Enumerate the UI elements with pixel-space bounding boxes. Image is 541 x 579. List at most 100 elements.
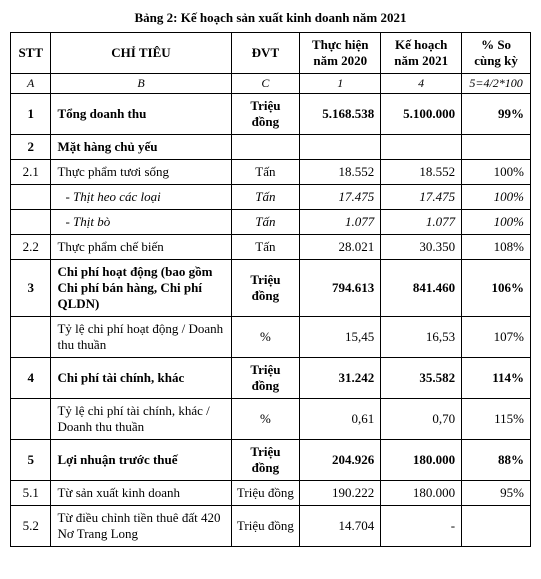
cell-stt: 1	[11, 94, 51, 135]
cell-kh2021: -	[381, 506, 462, 547]
cell-chitieu: Lợi nhuận trước thuế	[51, 440, 231, 481]
cell-kh2021: 16,53	[381, 317, 462, 358]
cell-stt	[11, 210, 51, 235]
table-row: 5.1Từ sản xuất kinh doanhTriệu đồng190.2…	[11, 481, 531, 506]
cell-pct: 95%	[462, 481, 531, 506]
cell-th2020: 794.613	[300, 260, 381, 317]
cell-kh2021	[381, 135, 462, 160]
cell-pct: 106%	[462, 260, 531, 317]
formula-c: C	[231, 74, 300, 94]
cell-kh2021: 180.000	[381, 440, 462, 481]
cell-dvt: Triệu đồng	[231, 440, 300, 481]
cell-chitieu: Từ sản xuất kinh doanh	[51, 481, 231, 506]
cell-th2020	[300, 135, 381, 160]
table-row: 5Lợi nhuận trước thuếTriệu đồng204.92618…	[11, 440, 531, 481]
table-row: 2.2Thực phẩm chế biếnTấn28.02130.350108%	[11, 235, 531, 260]
cell-th2020: 1.077	[300, 210, 381, 235]
cell-kh2021: 0,70	[381, 399, 462, 440]
cell-chitieu: Mặt hàng chủ yếu	[51, 135, 231, 160]
cell-pct: 107%	[462, 317, 531, 358]
cell-dvt: Triệu đồng	[231, 94, 300, 135]
cell-chitieu: Thực phẩm chế biến	[51, 235, 231, 260]
cell-chitieu: Tổng doanh thu	[51, 94, 231, 135]
cell-th2020: 31.242	[300, 358, 381, 399]
cell-th2020: 0,61	[300, 399, 381, 440]
cell-kh2021: 1.077	[381, 210, 462, 235]
cell-dvt: Tấn	[231, 235, 300, 260]
cell-kh2021: 17.475	[381, 185, 462, 210]
cell-chitieu: - Thịt bò	[51, 210, 231, 235]
cell-chitieu: Chi phí hoạt động (bao gồm Chi phí bán h…	[51, 260, 231, 317]
cell-kh2021: 18.552	[381, 160, 462, 185]
cell-chitieu: - Thịt heo các loại	[51, 185, 231, 210]
header-row: STT CHỈ TIÊU ĐVT Thực hiện năm 2020 Kế h…	[11, 33, 531, 74]
cell-stt: 4	[11, 358, 51, 399]
cell-dvt	[231, 135, 300, 160]
cell-pct: 99%	[462, 94, 531, 135]
cell-chitieu: Tỷ lệ chi phí tài chính, khác / Doanh th…	[51, 399, 231, 440]
cell-th2020: 190.222	[300, 481, 381, 506]
table-title: Bảng 2: Kế hoạch sản xuất kinh doanh năm…	[10, 10, 531, 26]
cell-stt: 2.2	[11, 235, 51, 260]
cell-chitieu: Thực phẩm tươi sống	[51, 160, 231, 185]
formula-c5: 5=4/2*100	[462, 74, 531, 94]
header-chitieu: CHỈ TIÊU	[51, 33, 231, 74]
table-row: 4Chi phí tài chính, khácTriệu đồng31.242…	[11, 358, 531, 399]
cell-chitieu: Tỷ lệ chi phí hoạt động / Doanh thu thuầ…	[51, 317, 231, 358]
cell-chitieu: Từ điều chỉnh tiền thuê đất 420 Nơ Trang…	[51, 506, 231, 547]
cell-dvt: %	[231, 317, 300, 358]
cell-dvt: Tấn	[231, 210, 300, 235]
cell-th2020: 5.168.538	[300, 94, 381, 135]
cell-stt: 3	[11, 260, 51, 317]
cell-dvt: Tấn	[231, 160, 300, 185]
cell-stt: 2	[11, 135, 51, 160]
header-pct: % So cùng kỳ	[462, 33, 531, 74]
cell-pct: 100%	[462, 210, 531, 235]
header-dvt: ĐVT	[231, 33, 300, 74]
cell-dvt: Tấn	[231, 185, 300, 210]
cell-kh2021: 841.460	[381, 260, 462, 317]
cell-th2020: 15,45	[300, 317, 381, 358]
cell-th2020: 17.475	[300, 185, 381, 210]
table-row: 2.1Thực phẩm tươi sốngTấn18.55218.552100…	[11, 160, 531, 185]
cell-kh2021: 30.350	[381, 235, 462, 260]
cell-pct	[462, 506, 531, 547]
cell-kh2021: 35.582	[381, 358, 462, 399]
cell-th2020: 204.926	[300, 440, 381, 481]
cell-stt: 5.2	[11, 506, 51, 547]
cell-pct	[462, 135, 531, 160]
cell-pct: 114%	[462, 358, 531, 399]
cell-stt	[11, 185, 51, 210]
formula-c4: 4	[381, 74, 462, 94]
cell-dvt: Triệu đồng	[231, 481, 300, 506]
table-row: - Thịt bòTấn1.0771.077100%	[11, 210, 531, 235]
cell-dvt: Triệu đồng	[231, 358, 300, 399]
table-body: 1Tổng doanh thuTriệu đồng5.168.5385.100.…	[11, 94, 531, 547]
formula-b: B	[51, 74, 231, 94]
cell-kh2021: 5.100.000	[381, 94, 462, 135]
cell-pct: 100%	[462, 185, 531, 210]
cell-stt: 5	[11, 440, 51, 481]
table-row: 3Chi phí hoạt động (bao gồm Chi phí bán …	[11, 260, 531, 317]
header-kh2021: Kế hoạch năm 2021	[381, 33, 462, 74]
cell-dvt: Triệu đồng	[231, 506, 300, 547]
table-row: Tỷ lệ chi phí hoạt động / Doanh thu thuầ…	[11, 317, 531, 358]
cell-stt: 5.1	[11, 481, 51, 506]
cell-pct: 108%	[462, 235, 531, 260]
cell-kh2021: 180.000	[381, 481, 462, 506]
cell-th2020: 14.704	[300, 506, 381, 547]
cell-dvt: %	[231, 399, 300, 440]
plan-table: STT CHỈ TIÊU ĐVT Thực hiện năm 2020 Kế h…	[10, 32, 531, 547]
header-stt: STT	[11, 33, 51, 74]
cell-chitieu: Chi phí tài chính, khác	[51, 358, 231, 399]
formula-row: A B C 1 4 5=4/2*100	[11, 74, 531, 94]
header-th2020: Thực hiện năm 2020	[300, 33, 381, 74]
table-row: Tỷ lệ chi phí tài chính, khác / Doanh th…	[11, 399, 531, 440]
cell-pct: 88%	[462, 440, 531, 481]
cell-th2020: 18.552	[300, 160, 381, 185]
formula-c1: 1	[300, 74, 381, 94]
cell-pct: 100%	[462, 160, 531, 185]
table-row: - Thịt heo các loạiTấn17.47517.475100%	[11, 185, 531, 210]
cell-stt	[11, 399, 51, 440]
table-row: 1Tổng doanh thuTriệu đồng5.168.5385.100.…	[11, 94, 531, 135]
